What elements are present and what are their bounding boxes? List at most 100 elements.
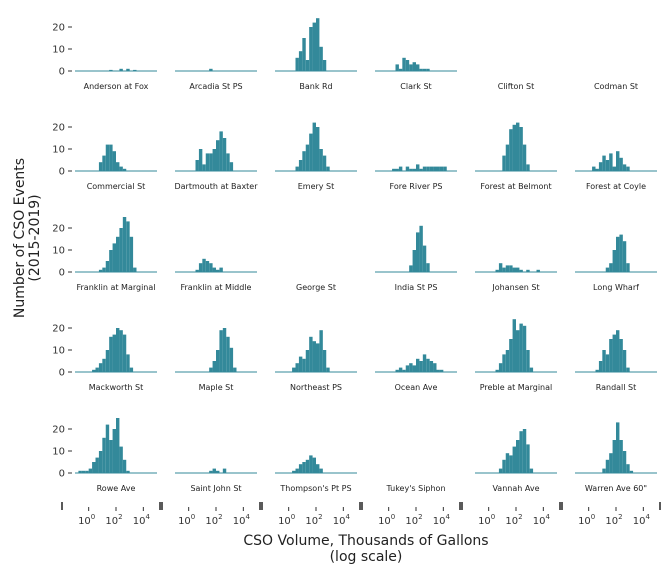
histogram-bar xyxy=(109,440,113,473)
x-tick-exponent: 0 xyxy=(591,513,595,521)
histogram-bar xyxy=(419,361,423,372)
y-tick-label: 10 xyxy=(52,45,65,56)
panel-label: Franklin at Middle xyxy=(181,283,252,292)
histogram-bar xyxy=(309,336,313,372)
histogram-bar xyxy=(195,269,199,272)
x-tick-exponent: 4 xyxy=(645,513,650,521)
panel-maple-st: Maple St xyxy=(175,328,257,392)
histogram-bar xyxy=(212,267,216,272)
histogram-bar xyxy=(98,162,103,171)
histogram-bar xyxy=(302,151,306,171)
x-axis-col-5: 100 102 104 xyxy=(461,502,561,527)
histogram-bar xyxy=(102,267,106,272)
histogram-bar xyxy=(122,459,127,473)
histogram-bar xyxy=(305,144,310,171)
panel-long-wharf: Long Wharf xyxy=(575,234,657,292)
histogram-bar xyxy=(112,151,116,171)
histogram-bar xyxy=(409,265,413,272)
x-tick-label: 100 xyxy=(578,513,595,527)
histogram-bar xyxy=(126,354,130,372)
histogram-bar xyxy=(516,122,520,171)
histogram-bar xyxy=(422,68,427,71)
histogram-bar xyxy=(516,440,520,473)
histogram-bar xyxy=(512,124,516,171)
histogram-bar xyxy=(509,129,513,171)
y-tick-label: 0 xyxy=(59,368,65,379)
histogram-bar xyxy=(498,363,503,372)
histogram-bar xyxy=(209,470,213,473)
histogram-bar xyxy=(316,343,320,372)
histogram-bar xyxy=(605,354,610,372)
histogram-bar xyxy=(409,168,413,171)
histogram-bar xyxy=(316,18,320,71)
histogram-bar xyxy=(616,151,620,171)
x-tick-exponent: 4 xyxy=(345,513,350,521)
histogram-bar xyxy=(312,457,316,473)
x-tick-exponent: 2 xyxy=(118,513,122,521)
histogram-bar xyxy=(609,339,613,372)
histogram-bar xyxy=(495,269,499,272)
histogram-bar xyxy=(398,367,403,372)
histogram-bar xyxy=(512,267,516,272)
histogram-bar xyxy=(419,68,423,71)
histogram-bar xyxy=(309,27,313,71)
histogram-bar xyxy=(126,470,130,473)
y-tick-label: 20 xyxy=(52,23,65,34)
axis-titles: CSO Volume, Thousands of Gallons(log sca… xyxy=(12,158,489,565)
histogram-bar xyxy=(409,363,413,372)
histogram-bar xyxy=(209,153,213,171)
histogram-bar xyxy=(519,323,523,372)
histogram-bar xyxy=(605,267,610,272)
panel-label: India St PS xyxy=(395,283,438,292)
histogram-bar xyxy=(319,46,323,71)
panel-thompson-s-pt-ps: Thompson's Pt PS xyxy=(275,455,357,493)
x-tick-label: 100 xyxy=(478,513,495,527)
histogram-bar xyxy=(129,367,134,372)
histogram-bar xyxy=(126,221,130,272)
panel-label: George St xyxy=(296,283,336,292)
histogram-bar xyxy=(305,60,310,71)
histogram-bar xyxy=(405,365,410,372)
x-axis-col-3: 100 102 104 xyxy=(261,502,361,527)
histogram-bar xyxy=(322,155,327,171)
histogram-bar xyxy=(398,166,403,171)
panel-fore-river-ps: Fore River PS xyxy=(375,164,457,191)
histogram-bar xyxy=(216,269,220,272)
histogram-bar xyxy=(429,361,434,372)
histogram-bar xyxy=(619,157,623,171)
histogram-bar xyxy=(305,350,310,372)
histogram-bar xyxy=(416,64,420,71)
histogram-bar xyxy=(88,468,93,473)
histogram-bar xyxy=(392,168,396,171)
histogram-bar xyxy=(395,168,399,171)
histogram-bar xyxy=(439,369,444,372)
panel-forest-at-belmont: Forest at Belmont xyxy=(475,122,557,191)
histogram-bar xyxy=(109,144,113,171)
y-tick-label: 20 xyxy=(52,324,65,335)
histogram-bar xyxy=(622,350,627,372)
x-tick-label: 104 xyxy=(333,513,351,527)
panel-label: Warren Ave 60" xyxy=(585,484,647,493)
y-tick-label: 0 xyxy=(59,67,65,78)
y-tick-label: 10 xyxy=(52,145,65,156)
x-tick-label: 102 xyxy=(105,513,122,527)
panel-label: Preble at Marginal xyxy=(480,383,553,392)
histogram-bar xyxy=(302,462,306,473)
histogram-bar xyxy=(78,470,82,473)
histogram-bar xyxy=(419,225,423,272)
histogram-bar xyxy=(433,166,437,171)
histogram-bar xyxy=(526,269,530,272)
panel-label: Forest at Belmont xyxy=(480,182,551,191)
histogram-bar xyxy=(602,350,606,372)
histogram-bar xyxy=(619,234,623,272)
histogram-bar xyxy=(116,236,120,272)
histogram-bar xyxy=(209,367,213,372)
histogram-bar xyxy=(322,60,327,71)
histogram-bar xyxy=(305,459,310,473)
panel-forest-at-coyle: Forest at Coyle xyxy=(575,151,657,191)
panel-label: Commercial St xyxy=(87,182,146,191)
panel-northeast-ps: Northeast PS xyxy=(275,330,357,392)
histogram-bar xyxy=(412,168,416,171)
histogram-bar xyxy=(519,127,523,171)
